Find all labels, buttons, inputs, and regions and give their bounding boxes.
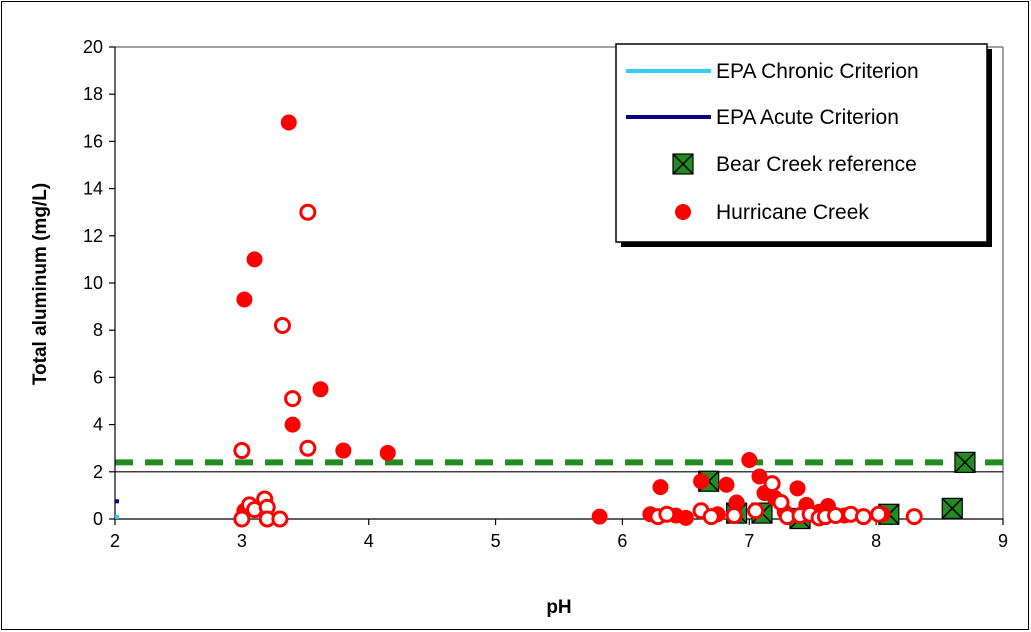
series-hurricane-creek-open bbox=[233, 203, 923, 528]
data-marks bbox=[115, 114, 976, 530]
y-axis-title: Total aluminum (mg/L) bbox=[30, 183, 51, 385]
data-point bbox=[658, 505, 676, 523]
data-point bbox=[789, 480, 806, 497]
x-tick-label: 3 bbox=[237, 531, 247, 551]
data-point bbox=[751, 468, 768, 485]
data-point bbox=[693, 473, 710, 490]
marker-cross bbox=[672, 153, 694, 175]
legend: EPA Chronic Criterion EPA Acute Criterion… bbox=[615, 43, 992, 247]
data-point bbox=[905, 508, 923, 526]
data-point bbox=[725, 506, 743, 524]
data-point bbox=[379, 444, 396, 461]
data-point bbox=[772, 493, 790, 511]
data-point bbox=[763, 475, 781, 493]
data-point bbox=[335, 442, 352, 459]
x-tick-label: 5 bbox=[491, 531, 501, 551]
data-point bbox=[299, 439, 317, 457]
data-point bbox=[854, 508, 872, 526]
x-tick-label: 8 bbox=[871, 531, 881, 551]
data-point bbox=[941, 497, 963, 519]
x-tick-label: 6 bbox=[617, 531, 627, 551]
data-point bbox=[271, 510, 289, 528]
data-point bbox=[702, 508, 720, 526]
legend-swatch-marker bbox=[672, 153, 694, 175]
y-tick-label: 14 bbox=[83, 179, 103, 199]
y-tick-label: 6 bbox=[93, 367, 103, 387]
legend-label: EPA Chronic Criterion bbox=[716, 60, 919, 83]
data-point bbox=[233, 510, 251, 528]
data-point bbox=[280, 114, 297, 131]
x-axis-title: pH bbox=[546, 597, 571, 618]
y-tick-label: 10 bbox=[83, 273, 103, 293]
y-tick-label: 2 bbox=[93, 462, 103, 482]
y-tick-label: 8 bbox=[93, 320, 103, 340]
x-tick-label: 4 bbox=[364, 531, 374, 551]
data-point bbox=[677, 509, 694, 526]
data-point bbox=[236, 291, 253, 308]
data-point bbox=[827, 506, 845, 524]
data-point bbox=[741, 452, 758, 468]
legend-entry: Hurricane Creek bbox=[675, 201, 869, 224]
x-tick-label: 7 bbox=[744, 531, 754, 551]
data-point bbox=[246, 251, 263, 268]
marker-cross bbox=[941, 497, 963, 519]
legend-entry: EPA Acute Criterion bbox=[626, 106, 899, 129]
y-tick-label: 12 bbox=[83, 226, 103, 246]
legend-label: Bear Creek reference bbox=[716, 153, 917, 176]
y-tick-label: 0 bbox=[93, 509, 103, 529]
data-point bbox=[312, 381, 329, 398]
legend-swatch-marker bbox=[675, 204, 691, 220]
x-tick-label: 2 bbox=[110, 531, 120, 551]
data-point bbox=[273, 316, 291, 334]
legend-entry: EPA Chronic Criterion bbox=[626, 60, 919, 83]
data-point bbox=[954, 451, 976, 473]
data-point bbox=[747, 502, 765, 520]
data-point bbox=[284, 390, 302, 408]
x-tick-label: 9 bbox=[998, 531, 1008, 551]
y-tick-label: 16 bbox=[83, 131, 103, 151]
data-point bbox=[870, 505, 888, 523]
legend-entry: Bear Creek reference bbox=[672, 153, 917, 176]
data-point bbox=[233, 442, 251, 460]
legend-label: EPA Acute Criterion bbox=[716, 106, 899, 129]
legend-label: Hurricane Creek bbox=[716, 201, 869, 224]
data-point bbox=[284, 416, 301, 433]
y-tick-label: 4 bbox=[93, 415, 103, 435]
data-point bbox=[652, 479, 669, 496]
y-tick-label: 20 bbox=[83, 37, 103, 57]
y-tick-label: 18 bbox=[83, 84, 103, 104]
data-point bbox=[718, 476, 735, 493]
data-point bbox=[299, 203, 317, 221]
data-point bbox=[591, 508, 608, 525]
marker-cross bbox=[954, 451, 976, 473]
